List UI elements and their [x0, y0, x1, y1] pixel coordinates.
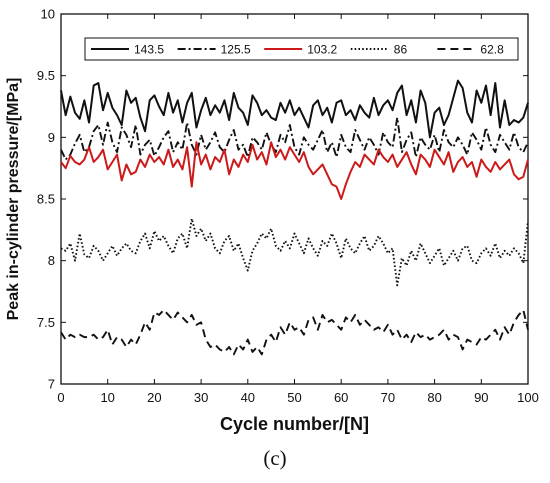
y-axis-title: Peak in-cylinder pressure/[MPa] [5, 78, 22, 321]
x-tick-label: 80 [427, 390, 441, 405]
legend: 143.5 125.5 103.2 86 62.8 [84, 37, 519, 61]
plot-frame [60, 13, 529, 385]
legend-label: 143.5 [134, 43, 164, 57]
x-tick-label: 70 [381, 390, 395, 405]
y-tick-label: 9.5 [37, 68, 55, 83]
plot-frame-group [60, 13, 529, 385]
chart: 0 10 20 30 40 50 60 70 80 90 100 7 7.5 8 8.5 9 9.5 10 143… [5, 7, 539, 435]
legend-label: 125.5 [221, 43, 251, 57]
y-tick-label: 8.5 [37, 192, 55, 207]
y-tick-label: 7.5 [37, 315, 55, 330]
x-tick-label: 60 [334, 390, 348, 405]
series-line-86 [60, 217, 529, 287]
x-tick-label: 20 [147, 390, 161, 405]
legend-label: 62.8 [480, 43, 504, 57]
x-tick-label: 40 [241, 390, 255, 405]
y-tick-label: 8 [48, 253, 55, 268]
x-tick-label: 50 [287, 390, 301, 405]
x-tick-label: 30 [194, 390, 208, 405]
y-tick-label: 7 [48, 377, 55, 392]
series-line-143-5 [60, 79, 529, 139]
y-tick-label: 10 [41, 7, 55, 22]
x-tick-label: 100 [517, 390, 539, 405]
series-line-62-8 [60, 309, 529, 356]
axis-ticks: 0 10 20 30 40 50 60 70 80 90 100 7 7.5 8 8.5 9 9.5 10 [37, 7, 539, 406]
x-axis-title: Cycle number/[N] [220, 414, 369, 434]
panel-label: (c) [263, 446, 287, 470]
legend-label: 103.2 [307, 43, 337, 57]
series-layer [60, 79, 529, 356]
series-line-125-5 [60, 116, 529, 161]
legend-label: 86 [394, 43, 408, 57]
x-tick-label: 10 [100, 390, 114, 405]
x-tick-label: 90 [474, 390, 488, 405]
x-tick-label: 0 [57, 390, 64, 405]
series-line-103-2 [60, 141, 529, 200]
y-tick-label: 9 [48, 130, 55, 145]
